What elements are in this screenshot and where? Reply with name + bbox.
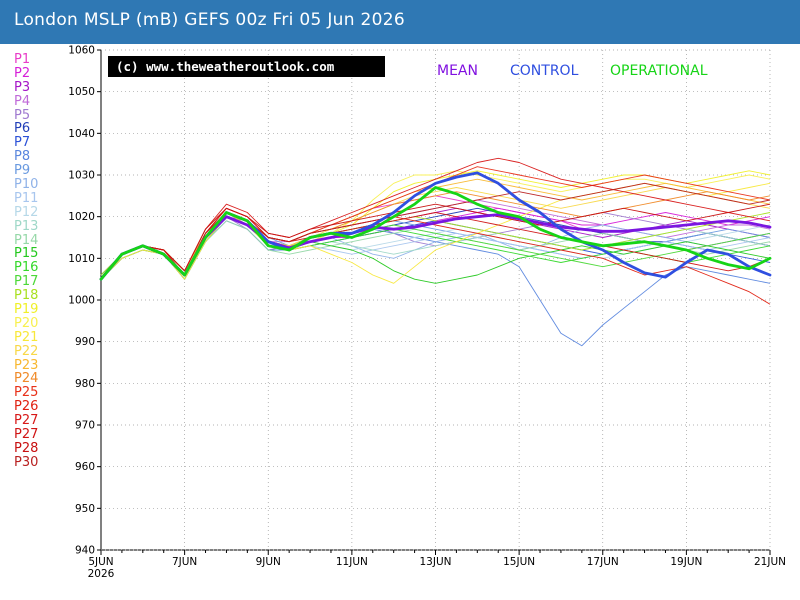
member-label: P27	[14, 413, 39, 429]
chart-title: London MSLP (mB) GEFS 00z Fri 05 Jun 202…	[14, 10, 405, 30]
series-line-p27	[100, 207, 771, 280]
member-label: P9	[14, 163, 31, 179]
member-label: P27	[14, 427, 39, 443]
x-tick-label: 21JUN	[754, 556, 786, 568]
x-tick-label: 17JUN	[587, 556, 619, 568]
title-bar: London MSLP (mB) GEFS 00z Fri 05 Jun 202…	[0, 0, 800, 44]
y-tick-label: 960	[75, 461, 95, 473]
series-line-p28	[100, 203, 771, 280]
member-label: P30	[14, 454, 39, 470]
copyright-text: (c) www.theweatheroutlook.com	[116, 59, 335, 74]
copyright-banner	[108, 56, 385, 77]
y-tick-label: 950	[75, 503, 95, 515]
member-label: P4	[14, 93, 31, 109]
member-label: P3	[14, 79, 31, 95]
x-tick-label: 13JUN	[420, 556, 452, 568]
member-label: P12	[14, 204, 39, 220]
operational-line	[99, 186, 772, 281]
legend-operational: OPERATIONAL	[610, 63, 708, 79]
member-label: P16	[14, 260, 39, 276]
x-tick-sublabel: 2026	[88, 568, 115, 580]
y-tick-label: 1010	[68, 253, 95, 265]
x-tick-label: 19JUN	[670, 556, 702, 568]
member-label: P24	[14, 371, 39, 387]
member-label: P17	[14, 274, 39, 290]
member-label: P6	[14, 121, 31, 137]
member-label: P15	[14, 246, 39, 262]
y-tick-label: 1040	[68, 128, 95, 140]
member-label: P7	[14, 135, 31, 151]
y-tick-label: 1020	[68, 211, 95, 223]
member-label: P19	[14, 302, 39, 318]
y-tick-label: 1030	[68, 170, 95, 182]
member-label: P18	[14, 288, 39, 304]
member-label: P1	[14, 52, 31, 67]
x-tick-label: 9JUN	[256, 556, 281, 568]
y-tick-label: 1060	[68, 45, 95, 57]
series-line-p27	[100, 157, 771, 280]
x-tick-label: 7JUN	[172, 556, 197, 568]
member-legend: P1 P2 P3 P4 P5 P6 P7 P8 P9 P10 P11 P12 P13 P14 P15 P16 P…	[14, 53, 54, 470]
x-tick-label: 5JUN	[88, 556, 113, 568]
y-tick-label: 1000	[68, 295, 95, 307]
member-label: P25	[14, 385, 39, 401]
legend-mean: MEAN	[437, 63, 478, 79]
member-label: P14	[14, 232, 39, 248]
member-label: P22	[14, 343, 39, 359]
series-line-p30	[100, 182, 771, 280]
member-label: P10	[14, 177, 39, 193]
member-label: P8	[14, 149, 31, 165]
member-label: P23	[14, 357, 39, 373]
y-tick-label: 940	[75, 545, 95, 557]
x-tick-label: 15JUN	[503, 556, 535, 568]
member-label: P21	[14, 329, 39, 345]
legend-control: CONTROL	[510, 63, 579, 79]
y-tick-label: 990	[75, 336, 95, 348]
y-tick-label: 1050	[68, 86, 95, 98]
x-tick-label: 11JUN	[336, 556, 368, 568]
member-label: P13	[14, 218, 39, 234]
member-label: P11	[14, 190, 39, 206]
y-tick-label: 980	[75, 378, 95, 390]
member-label: P2	[14, 65, 31, 81]
y-tick-label: 970	[75, 420, 95, 432]
member-label: P28	[14, 440, 39, 456]
member-label: P5	[14, 107, 31, 123]
member-label: P20	[14, 315, 39, 331]
member-label: P26	[14, 399, 39, 415]
